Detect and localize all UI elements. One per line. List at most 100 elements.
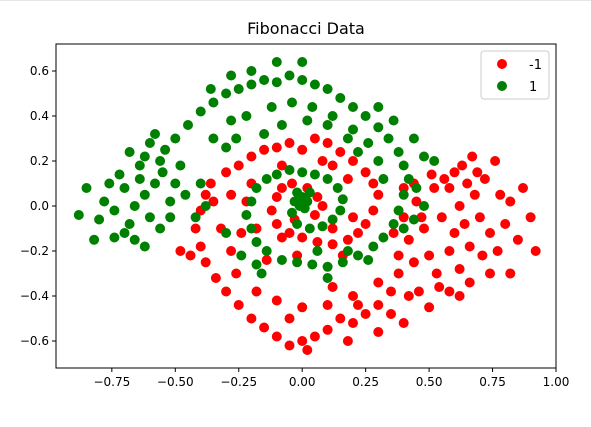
- data-point: [492, 246, 503, 256]
- data-point: [284, 70, 295, 81]
- data-point: [348, 102, 358, 112]
- data-point: [119, 183, 130, 193]
- data-point: [439, 174, 450, 184]
- data-point: [348, 212, 358, 223]
- data-point: [393, 250, 404, 261]
- data-point: [373, 122, 384, 133]
- data-point: [124, 219, 135, 229]
- data-point: [398, 189, 409, 200]
- data-point: [449, 228, 460, 238]
- y-tick-label: 0.4: [30, 109, 49, 123]
- data-point: [419, 223, 429, 234]
- data-point: [271, 169, 282, 180]
- data-point: [297, 232, 308, 243]
- data-point: [297, 167, 308, 178]
- data-point: [342, 336, 353, 346]
- data-point: [411, 196, 422, 207]
- data-point: [373, 102, 384, 112]
- data-point: [413, 286, 424, 297]
- data-point: [261, 174, 272, 184]
- data-point: [271, 142, 282, 153]
- data-point: [337, 194, 348, 205]
- data-point: [221, 167, 232, 178]
- data-point: [73, 210, 84, 220]
- data-point: [373, 156, 384, 166]
- y-tick-label: 0.0: [30, 199, 49, 213]
- data-point: [322, 84, 333, 94]
- data-point: [424, 302, 435, 313]
- legend-marker: [497, 59, 507, 69]
- data-point: [180, 189, 191, 200]
- data-point: [246, 66, 257, 76]
- data-point: [353, 250, 363, 261]
- data-point: [304, 223, 315, 234]
- data-point: [368, 178, 379, 189]
- data-point: [261, 255, 272, 265]
- x-tick-label: 0.25: [352, 375, 379, 389]
- data-point: [459, 219, 470, 229]
- data-point: [190, 212, 201, 223]
- data-point: [134, 160, 145, 171]
- data-point: [246, 313, 257, 324]
- data-point: [221, 228, 232, 238]
- data-point: [266, 205, 277, 216]
- data-point: [236, 228, 247, 238]
- data-point: [241, 210, 252, 220]
- data-point: [292, 257, 303, 268]
- data-point: [94, 214, 105, 225]
- data-point: [386, 309, 396, 319]
- data-point: [373, 277, 384, 288]
- data-point: [342, 174, 353, 184]
- data-point: [261, 246, 272, 256]
- data-point: [195, 106, 206, 117]
- data-point: [403, 174, 414, 184]
- data-point: [464, 241, 475, 252]
- data-point: [312, 192, 323, 202]
- data-point: [363, 255, 374, 265]
- top-divider: [0, 0, 591, 1]
- data-point: [233, 300, 244, 310]
- data-point: [210, 273, 221, 283]
- data-point: [348, 318, 358, 328]
- data-point: [208, 133, 219, 144]
- data-point: [312, 237, 323, 247]
- data-point: [505, 196, 516, 207]
- data-point: [276, 255, 287, 265]
- data-point: [353, 300, 363, 310]
- data-point: [236, 250, 247, 261]
- data-point: [276, 120, 287, 130]
- y-tick-label: 0.2: [30, 154, 49, 168]
- data-point: [271, 57, 282, 67]
- data-point: [109, 232, 120, 243]
- data-point: [363, 138, 374, 148]
- data-point: [398, 223, 409, 234]
- data-point: [436, 212, 447, 223]
- data-point: [287, 178, 297, 189]
- x-tick-label: 0.00: [289, 375, 316, 389]
- data-point: [322, 300, 333, 310]
- data-point: [124, 147, 135, 157]
- data-point: [208, 196, 219, 207]
- data-point: [408, 257, 419, 268]
- data-point: [505, 268, 516, 279]
- data-point: [353, 228, 363, 238]
- data-point: [309, 169, 320, 180]
- data-point: [348, 156, 358, 166]
- data-point: [411, 183, 422, 193]
- data-point: [231, 268, 242, 279]
- data-point: [368, 241, 379, 252]
- data-point: [129, 234, 140, 245]
- legend-marker: [497, 81, 507, 91]
- data-point: [200, 189, 211, 200]
- data-point: [416, 212, 427, 223]
- data-point: [335, 205, 346, 216]
- data-point: [477, 250, 488, 261]
- data-point: [378, 174, 389, 184]
- data-point: [81, 183, 92, 193]
- data-point: [408, 214, 419, 225]
- data-point: [368, 205, 379, 216]
- data-point: [424, 250, 435, 261]
- data-point: [175, 246, 186, 256]
- data-point: [155, 223, 166, 234]
- data-point: [302, 345, 313, 355]
